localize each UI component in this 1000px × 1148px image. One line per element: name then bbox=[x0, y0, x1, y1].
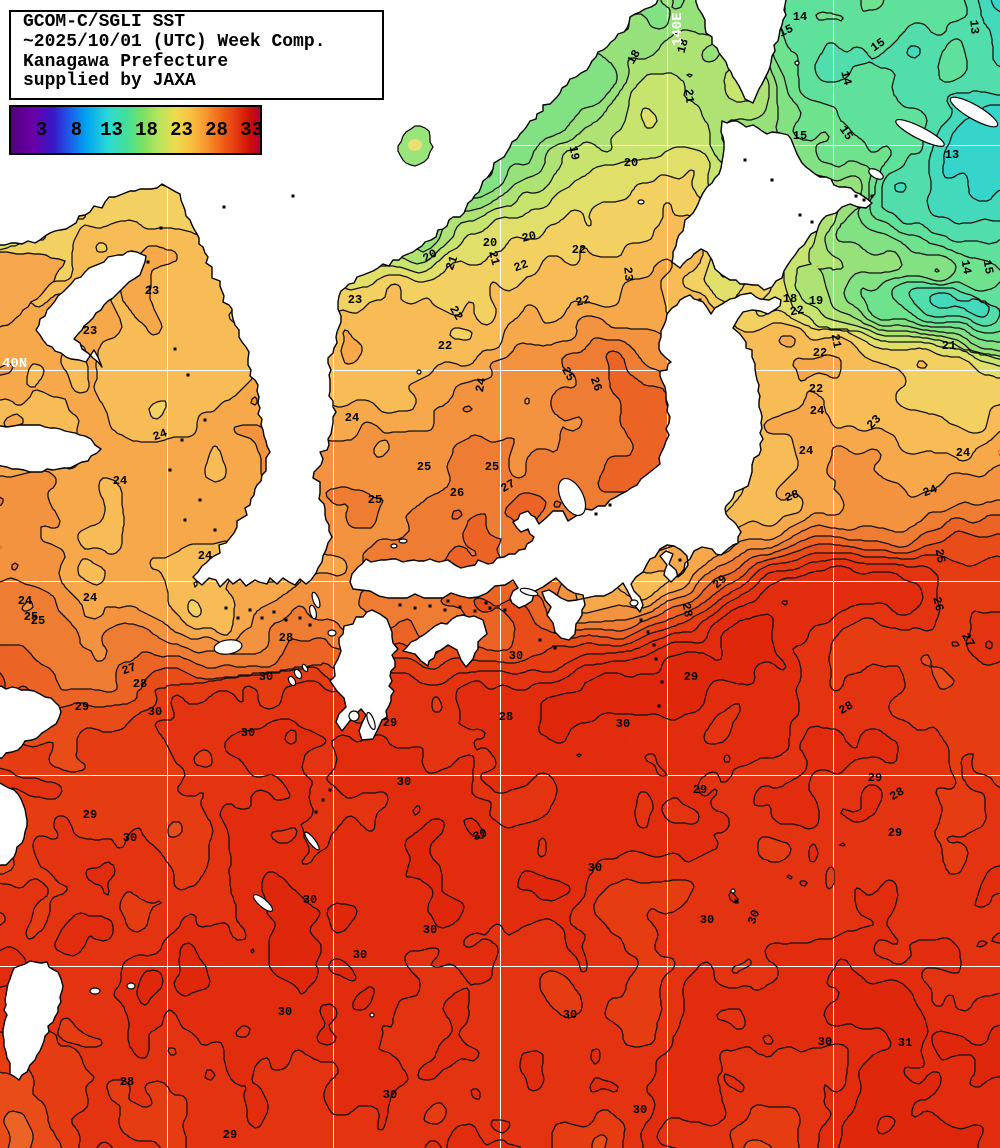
svg-text:14: 14 bbox=[793, 10, 807, 24]
svg-text:18: 18 bbox=[675, 37, 692, 55]
svg-text:28: 28 bbox=[679, 602, 695, 619]
svg-text:29: 29 bbox=[223, 1128, 237, 1142]
svg-text:13: 13 bbox=[966, 19, 981, 35]
svg-text:14: 14 bbox=[837, 69, 854, 87]
svg-text:29: 29 bbox=[888, 826, 902, 840]
svg-text:30: 30 bbox=[423, 923, 437, 937]
svg-text:22: 22 bbox=[512, 257, 530, 275]
svg-text:15: 15 bbox=[793, 129, 807, 143]
svg-text:24: 24 bbox=[799, 444, 813, 458]
svg-text:22: 22 bbox=[789, 303, 806, 319]
svg-text:20: 20 bbox=[624, 156, 638, 170]
svg-text:30: 30 bbox=[616, 717, 630, 731]
svg-text:23: 23 bbox=[620, 266, 635, 282]
svg-text:21: 21 bbox=[485, 249, 502, 267]
svg-text:19: 19 bbox=[566, 145, 582, 162]
svg-text:24: 24 bbox=[956, 446, 970, 460]
svg-text:22: 22 bbox=[574, 293, 592, 310]
svg-text:30: 30 bbox=[278, 1005, 292, 1019]
svg-text:30: 30 bbox=[397, 775, 411, 789]
svg-text:24: 24 bbox=[83, 591, 97, 605]
svg-text:28: 28 bbox=[133, 677, 147, 691]
svg-text:22: 22 bbox=[809, 382, 823, 396]
svg-text:26: 26 bbox=[929, 595, 946, 613]
svg-text:24: 24 bbox=[473, 377, 489, 394]
svg-text:15: 15 bbox=[836, 123, 856, 143]
svg-text:29: 29 bbox=[383, 716, 397, 730]
svg-text:13: 13 bbox=[945, 148, 959, 162]
svg-text:40N: 40N bbox=[2, 356, 27, 372]
svg-text:30: 30 bbox=[148, 705, 162, 719]
svg-text:23: 23 bbox=[348, 293, 362, 307]
svg-text:30: 30 bbox=[259, 670, 273, 684]
svg-text:26: 26 bbox=[587, 375, 605, 393]
svg-text:28: 28 bbox=[783, 487, 801, 505]
svg-text:29: 29 bbox=[75, 700, 89, 714]
svg-text:24: 24 bbox=[113, 474, 127, 488]
svg-text:21: 21 bbox=[443, 254, 461, 272]
svg-text:24: 24 bbox=[18, 594, 32, 608]
svg-text:28: 28 bbox=[499, 710, 513, 724]
svg-text:22: 22 bbox=[572, 243, 586, 257]
svg-text:24: 24 bbox=[345, 411, 359, 425]
svg-text:14: 14 bbox=[958, 259, 974, 276]
svg-text:30: 30 bbox=[303, 893, 317, 907]
svg-text:22: 22 bbox=[438, 339, 452, 353]
svg-text:25: 25 bbox=[932, 548, 948, 565]
svg-text:30: 30 bbox=[509, 649, 523, 663]
svg-text:24: 24 bbox=[810, 404, 824, 418]
svg-text:27: 27 bbox=[958, 630, 977, 649]
svg-text:28: 28 bbox=[120, 1075, 134, 1089]
svg-text:21: 21 bbox=[828, 333, 844, 350]
svg-text:23: 23 bbox=[83, 324, 97, 338]
svg-text:24: 24 bbox=[151, 426, 169, 444]
svg-text:28: 28 bbox=[887, 784, 906, 803]
svg-text:22: 22 bbox=[446, 303, 465, 322]
svg-text:30: 30 bbox=[700, 913, 714, 927]
svg-text:25: 25 bbox=[31, 614, 45, 628]
svg-text:18: 18 bbox=[783, 292, 797, 306]
svg-text:30: 30 bbox=[745, 908, 763, 926]
svg-text:20: 20 bbox=[483, 236, 497, 250]
svg-text:30: 30 bbox=[383, 1088, 397, 1102]
svg-text:19: 19 bbox=[809, 294, 823, 308]
svg-text:25: 25 bbox=[485, 460, 499, 474]
svg-text:22: 22 bbox=[813, 346, 827, 360]
svg-text:29: 29 bbox=[684, 670, 698, 684]
svg-text:30: 30 bbox=[471, 826, 489, 844]
svg-text:20: 20 bbox=[420, 246, 439, 265]
svg-text:24: 24 bbox=[921, 482, 939, 500]
svg-text:29: 29 bbox=[868, 771, 882, 785]
svg-text:30: 30 bbox=[818, 1035, 832, 1049]
svg-text:15: 15 bbox=[980, 259, 996, 276]
svg-text:20: 20 bbox=[520, 229, 538, 246]
svg-text:30: 30 bbox=[353, 948, 367, 962]
svg-text:27: 27 bbox=[498, 476, 517, 495]
svg-text:21: 21 bbox=[942, 339, 956, 353]
svg-text:15: 15 bbox=[868, 35, 888, 55]
svg-text:29: 29 bbox=[693, 783, 707, 797]
svg-text:27: 27 bbox=[120, 660, 138, 678]
svg-text:18: 18 bbox=[624, 47, 643, 66]
svg-text:30: 30 bbox=[633, 1103, 647, 1117]
svg-text:28: 28 bbox=[279, 631, 293, 645]
svg-text:30: 30 bbox=[563, 1008, 577, 1022]
svg-text:25: 25 bbox=[417, 460, 431, 474]
svg-text:26: 26 bbox=[450, 486, 464, 500]
svg-text:25: 25 bbox=[368, 493, 382, 507]
svg-text:25: 25 bbox=[558, 364, 577, 383]
svg-text:29: 29 bbox=[83, 808, 97, 822]
svg-text:30: 30 bbox=[123, 831, 137, 845]
svg-text:140E: 140E bbox=[670, 12, 686, 46]
svg-text:31: 31 bbox=[898, 1036, 912, 1050]
svg-text:30: 30 bbox=[241, 726, 255, 740]
svg-text:28: 28 bbox=[836, 698, 855, 717]
svg-text:30: 30 bbox=[588, 861, 602, 875]
svg-text:23: 23 bbox=[145, 284, 159, 298]
svg-text:21: 21 bbox=[681, 88, 696, 104]
svg-text:25: 25 bbox=[24, 610, 38, 624]
